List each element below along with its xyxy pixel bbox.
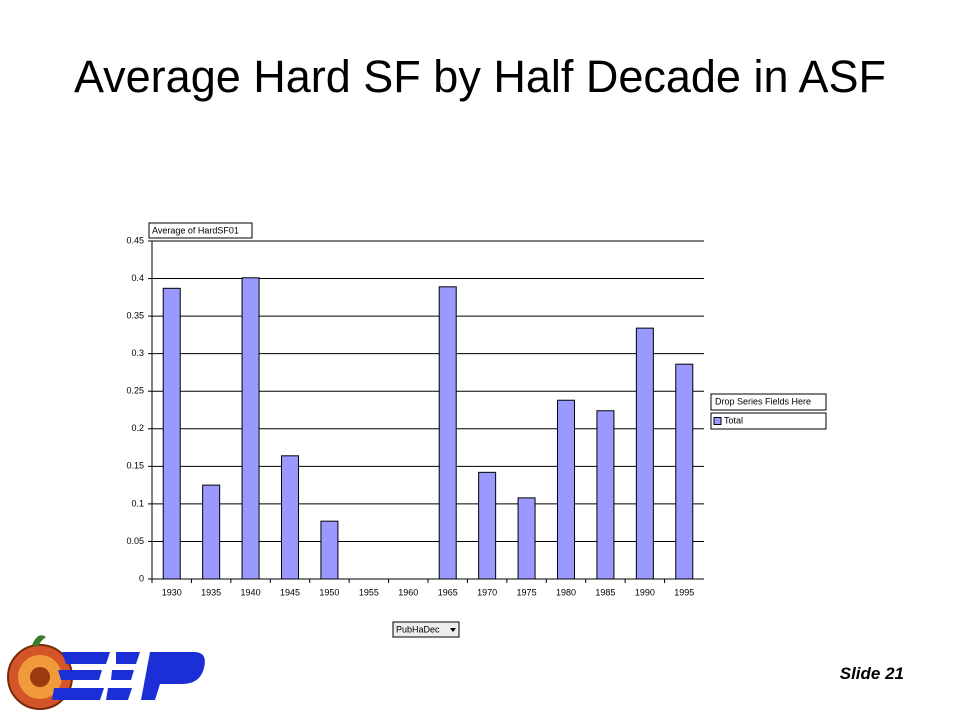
- legend-box: [710, 412, 827, 430]
- y-tick-label: 0.2: [131, 423, 144, 433]
- logo: [7, 635, 205, 710]
- bar: [438, 286, 457, 580]
- bar: [635, 327, 654, 580]
- x-tick-label: 1965: [438, 587, 458, 597]
- x-tick-label: 1960: [398, 587, 418, 597]
- x-tick-label: 1990: [635, 587, 655, 597]
- drop-zone-label: Drop Series Fields Here: [715, 396, 811, 406]
- y-tick-label: 0.05: [126, 536, 144, 546]
- x-tick-label: 1995: [674, 587, 694, 597]
- y-tick-label: 0.45: [126, 235, 144, 245]
- x-tick-label: 1975: [517, 587, 537, 597]
- y-tick-label: 0.3: [131, 348, 144, 358]
- y-tick-label: 0: [139, 573, 144, 583]
- bar: [281, 455, 299, 580]
- x-tick-label: 1955: [359, 587, 379, 597]
- y-tick-label: 0.25: [126, 386, 144, 396]
- bar: [162, 287, 181, 580]
- bar: [320, 520, 339, 580]
- bar: [596, 410, 615, 580]
- bar: [517, 497, 536, 580]
- x-tick-label: 1930: [162, 587, 182, 597]
- bar: [675, 363, 694, 580]
- y-tick-label: 0.4: [131, 273, 144, 283]
- x-tick-label: 1940: [241, 587, 261, 597]
- field-button-label: Average of HardSF01: [152, 225, 239, 235]
- bar: [478, 471, 497, 580]
- x-tick-label: 1935: [201, 587, 221, 597]
- legend-label: Total: [724, 415, 743, 425]
- y-tick-label: 0.15: [126, 461, 144, 471]
- x-tick-label: 1945: [280, 587, 300, 597]
- y-tick-label: 0.35: [126, 310, 144, 320]
- x-tick-label: 1970: [477, 587, 497, 597]
- dropdown-arrow: [450, 628, 456, 632]
- slide-number: Slide 21: [839, 664, 904, 683]
- slide-title: Average Hard SF by Half Decade in ASF: [73, 51, 887, 102]
- bar: [557, 399, 575, 580]
- category-field-button: [392, 621, 460, 638]
- bar: [241, 277, 260, 580]
- bar: [202, 484, 221, 580]
- x-tick-label: 1985: [595, 587, 615, 597]
- legend-swatch: [713, 417, 722, 425]
- field-button: [148, 222, 253, 239]
- category-field-label: PubHaDec: [396, 624, 440, 634]
- drop-zone: [710, 393, 827, 411]
- x-tick-label: 1950: [319, 587, 339, 597]
- y-tick-label: 0.1: [131, 498, 144, 508]
- x-tick-label: 1980: [556, 587, 576, 597]
